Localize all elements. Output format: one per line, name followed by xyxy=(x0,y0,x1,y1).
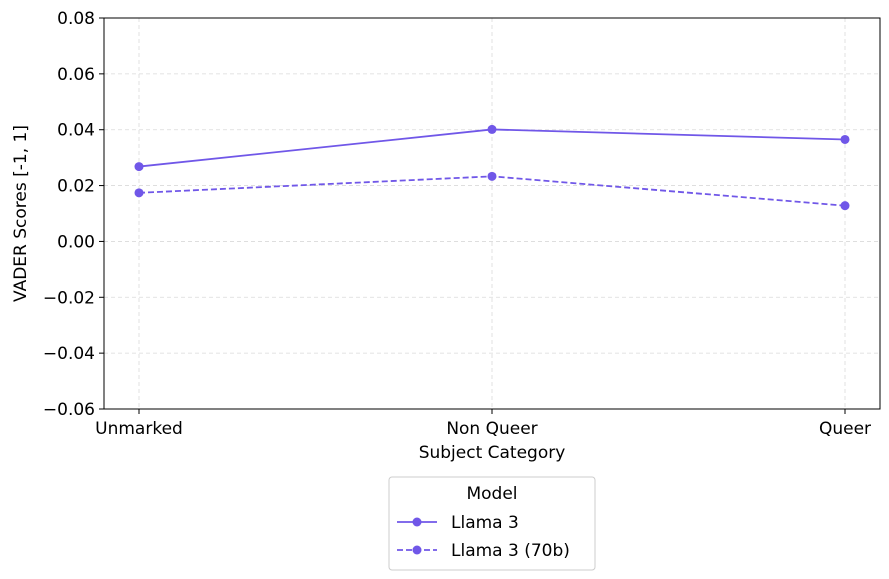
x-axis-ticks: Unmarked Non Queer Queer xyxy=(95,409,871,439)
legend-label: Llama 3 xyxy=(451,513,519,533)
series-llama-3 xyxy=(134,124,850,172)
x-tick-label: Unmarked xyxy=(95,419,183,439)
y-axis-title: VADER Scores [-1, 1] xyxy=(11,125,31,302)
y-tick-label: 0.00 xyxy=(57,232,95,252)
data-point xyxy=(487,171,497,181)
y-tick-label: −0.04 xyxy=(43,344,95,364)
legend-label: Llama 3 (70b) xyxy=(451,541,570,561)
legend-title: Model xyxy=(466,484,517,504)
series-llama-3-70b xyxy=(134,171,850,211)
grid-lines xyxy=(104,17,880,410)
x-tick-label: Queer xyxy=(819,419,871,439)
legend: Model Llama 3 Llama 3 (70b) xyxy=(388,476,596,571)
legend-marker-swatch xyxy=(412,545,422,555)
y-tick-label: 0.08 xyxy=(57,9,95,29)
x-axis-title: Subject Category xyxy=(419,443,566,463)
legend-box xyxy=(388,476,596,571)
data-point xyxy=(840,201,850,211)
y-tick-label: 0.06 xyxy=(57,65,95,85)
x-tick-label: Non Queer xyxy=(446,419,537,439)
y-tick-label: 0.04 xyxy=(57,121,95,141)
legend-items: Llama 3 Llama 3 (70b) xyxy=(397,513,570,561)
data-point xyxy=(134,188,144,198)
y-tick-label: 0.02 xyxy=(57,177,95,197)
data-point xyxy=(487,124,497,134)
data-point xyxy=(840,134,850,144)
legend-marker-swatch xyxy=(412,517,422,527)
legend-item: Llama 3 xyxy=(397,513,519,533)
y-tick-label: −0.06 xyxy=(43,400,95,420)
series-layer xyxy=(134,124,850,211)
y-axis-ticks: −0.06 −0.04 −0.02 0.00 0.02 0.04 0.06 0.08 xyxy=(43,9,104,420)
y-tick-label: −0.02 xyxy=(43,288,95,308)
legend-item: Llama 3 (70b) xyxy=(397,541,570,561)
data-point xyxy=(134,162,144,172)
